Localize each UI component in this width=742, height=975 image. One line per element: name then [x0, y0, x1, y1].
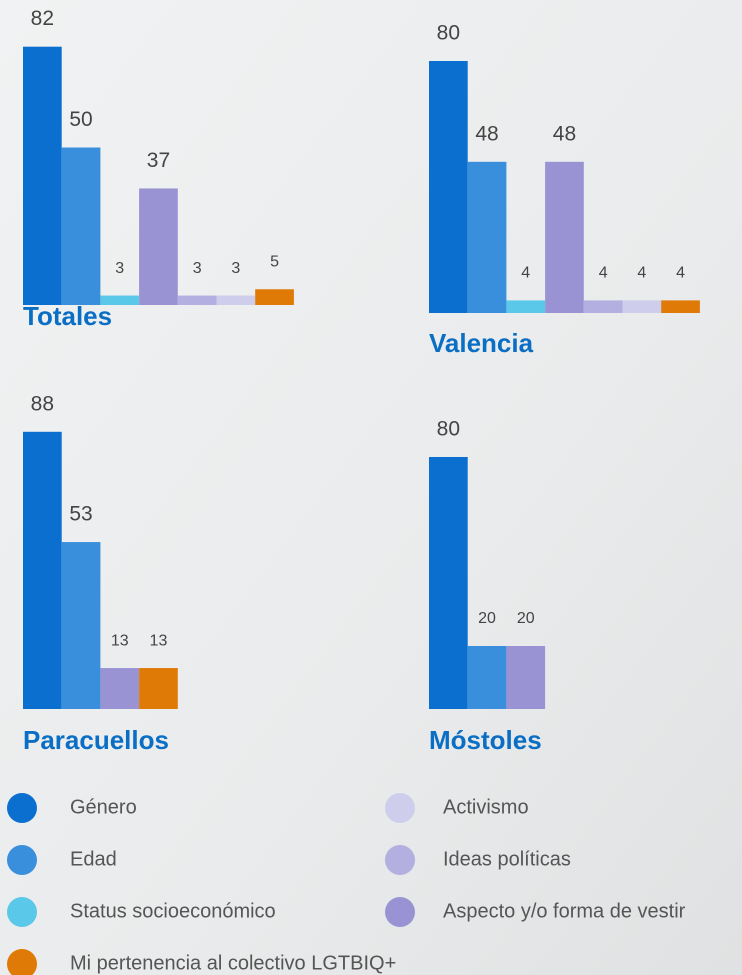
bar — [506, 300, 546, 313]
value-label: 48 — [553, 122, 576, 145]
value-label: 5 — [270, 253, 279, 270]
value-label: 48 — [475, 122, 498, 145]
legend-label: Mi pertenencia al colectivo LGTBIQ+ — [70, 952, 396, 974]
value-label: 80 — [437, 418, 460, 441]
chart-title: Móstoles — [429, 725, 542, 755]
legend-label: Ideas políticas — [443, 848, 571, 870]
value-label: 3 — [231, 260, 240, 277]
bar — [139, 668, 178, 709]
bar — [506, 646, 546, 709]
bar — [23, 431, 62, 709]
bar — [100, 295, 140, 305]
legend-swatch — [7, 845, 37, 875]
value-label: 53 — [69, 503, 92, 526]
legend-swatch — [7, 897, 37, 927]
bar — [255, 289, 294, 305]
value-label: 88 — [31, 392, 54, 415]
bar — [177, 295, 217, 305]
bar — [467, 646, 507, 709]
bar — [61, 147, 101, 305]
value-label: 3 — [115, 260, 124, 277]
value-label: 37 — [147, 149, 170, 172]
bar — [216, 295, 256, 305]
legend-label: Género — [70, 796, 137, 818]
bar — [583, 300, 623, 313]
bar — [467, 161, 507, 313]
legend-swatch — [385, 793, 415, 823]
value-label: 20 — [517, 610, 535, 627]
bar — [23, 46, 62, 305]
chart-title: Valencia — [429, 328, 534, 358]
value-label: 4 — [676, 265, 685, 282]
legend-swatch — [7, 793, 37, 823]
value-label: 50 — [69, 108, 92, 131]
legend-label: Activismo — [443, 796, 529, 818]
bar — [661, 300, 700, 313]
legend-label: Aspecto y/o forma de vestir — [443, 900, 686, 922]
legend-swatch — [7, 949, 37, 975]
value-label: 80 — [437, 22, 460, 45]
value-label: 4 — [599, 265, 608, 282]
legend-label: Edad — [70, 848, 117, 870]
chart-title: Paracuellos — [23, 725, 169, 755]
legend-label: Status socioeconómico — [70, 900, 276, 922]
bar — [429, 61, 468, 313]
chart-title: Totales — [23, 301, 112, 331]
bar — [545, 161, 584, 313]
value-label: 13 — [111, 632, 129, 649]
bar — [139, 188, 178, 305]
bar — [100, 668, 140, 709]
bar — [429, 457, 468, 709]
value-label: 4 — [637, 265, 646, 282]
bar — [61, 542, 101, 709]
legend-swatch — [385, 845, 415, 875]
value-label: 20 — [478, 610, 496, 627]
value-label: 4 — [521, 265, 530, 282]
value-label: 13 — [150, 632, 168, 649]
legend-swatch — [385, 897, 415, 927]
bar — [622, 300, 662, 313]
value-label: 3 — [193, 260, 202, 277]
value-label: 82 — [31, 7, 54, 30]
